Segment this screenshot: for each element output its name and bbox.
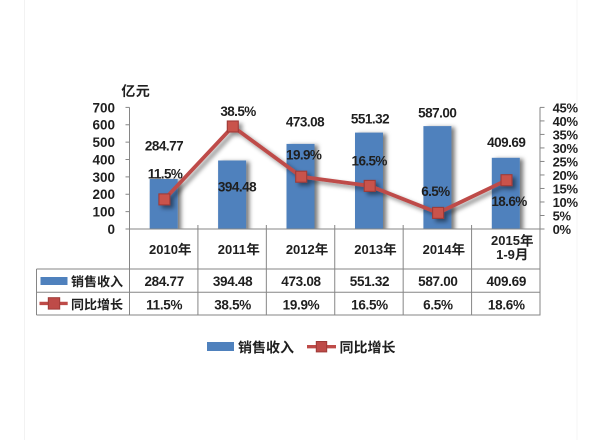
svg-text:19.9%: 19.9% <box>283 298 320 313</box>
svg-text:11.5%: 11.5% <box>146 298 182 313</box>
svg-text:5%: 5% <box>553 208 572 223</box>
svg-text:6.5%: 6.5% <box>423 298 453 313</box>
svg-text:38.5%: 38.5% <box>220 104 256 119</box>
svg-text:10%: 10% <box>553 195 579 210</box>
svg-text:16.5%: 16.5% <box>351 298 388 313</box>
svg-text:1-9: 1-9 <box>496 247 515 262</box>
svg-text:18.6%: 18.6% <box>491 194 527 209</box>
svg-text:587.00: 587.00 <box>418 274 458 289</box>
svg-text:473.08: 473.08 <box>281 274 321 289</box>
svg-text:30%: 30% <box>553 141 579 156</box>
svg-text:284.77: 284.77 <box>144 274 184 289</box>
svg-text:409.69: 409.69 <box>487 135 525 150</box>
svg-text:0%: 0% <box>553 222 572 237</box>
svg-text:45%: 45% <box>553 100 579 115</box>
svg-text:700: 700 <box>92 100 115 115</box>
svg-text:587.00: 587.00 <box>418 106 456 121</box>
svg-text:473.08: 473.08 <box>286 115 325 130</box>
svg-text:16.5%: 16.5% <box>352 153 388 168</box>
svg-text:6.5%: 6.5% <box>421 184 450 199</box>
svg-text:2012: 2012 <box>286 242 315 257</box>
svg-text:400: 400 <box>92 152 115 167</box>
svg-text:35%: 35% <box>553 127 579 142</box>
svg-text:409.69: 409.69 <box>487 274 527 289</box>
svg-text:200: 200 <box>92 187 115 202</box>
svg-text:18.6%: 18.6% <box>488 298 525 313</box>
svg-text:25%: 25% <box>553 154 579 169</box>
svg-text:100: 100 <box>92 205 115 220</box>
svg-text:38.5%: 38.5% <box>214 298 251 313</box>
svg-text:40%: 40% <box>553 114 579 129</box>
svg-text:300: 300 <box>92 170 115 185</box>
svg-text:500: 500 <box>92 135 115 150</box>
svg-text:2015: 2015 <box>491 233 520 248</box>
svg-text:19.9%: 19.9% <box>286 147 322 162</box>
svg-text:20%: 20% <box>553 168 579 183</box>
svg-text:11.5%: 11.5% <box>148 166 183 181</box>
svg-text:284.77: 284.77 <box>145 138 183 153</box>
svg-text:394.48: 394.48 <box>213 274 253 289</box>
svg-text:600: 600 <box>92 118 115 133</box>
svg-text:0: 0 <box>107 222 115 237</box>
svg-text:2010: 2010 <box>149 242 178 257</box>
svg-text:394.48: 394.48 <box>218 180 257 195</box>
svg-text:551.32: 551.32 <box>351 111 389 126</box>
svg-text:2014: 2014 <box>423 242 453 257</box>
svg-text:2011: 2011 <box>218 242 246 257</box>
svg-text:2013: 2013 <box>354 242 383 257</box>
svg-text:551.32: 551.32 <box>350 274 390 289</box>
svg-text:15%: 15% <box>553 181 579 196</box>
